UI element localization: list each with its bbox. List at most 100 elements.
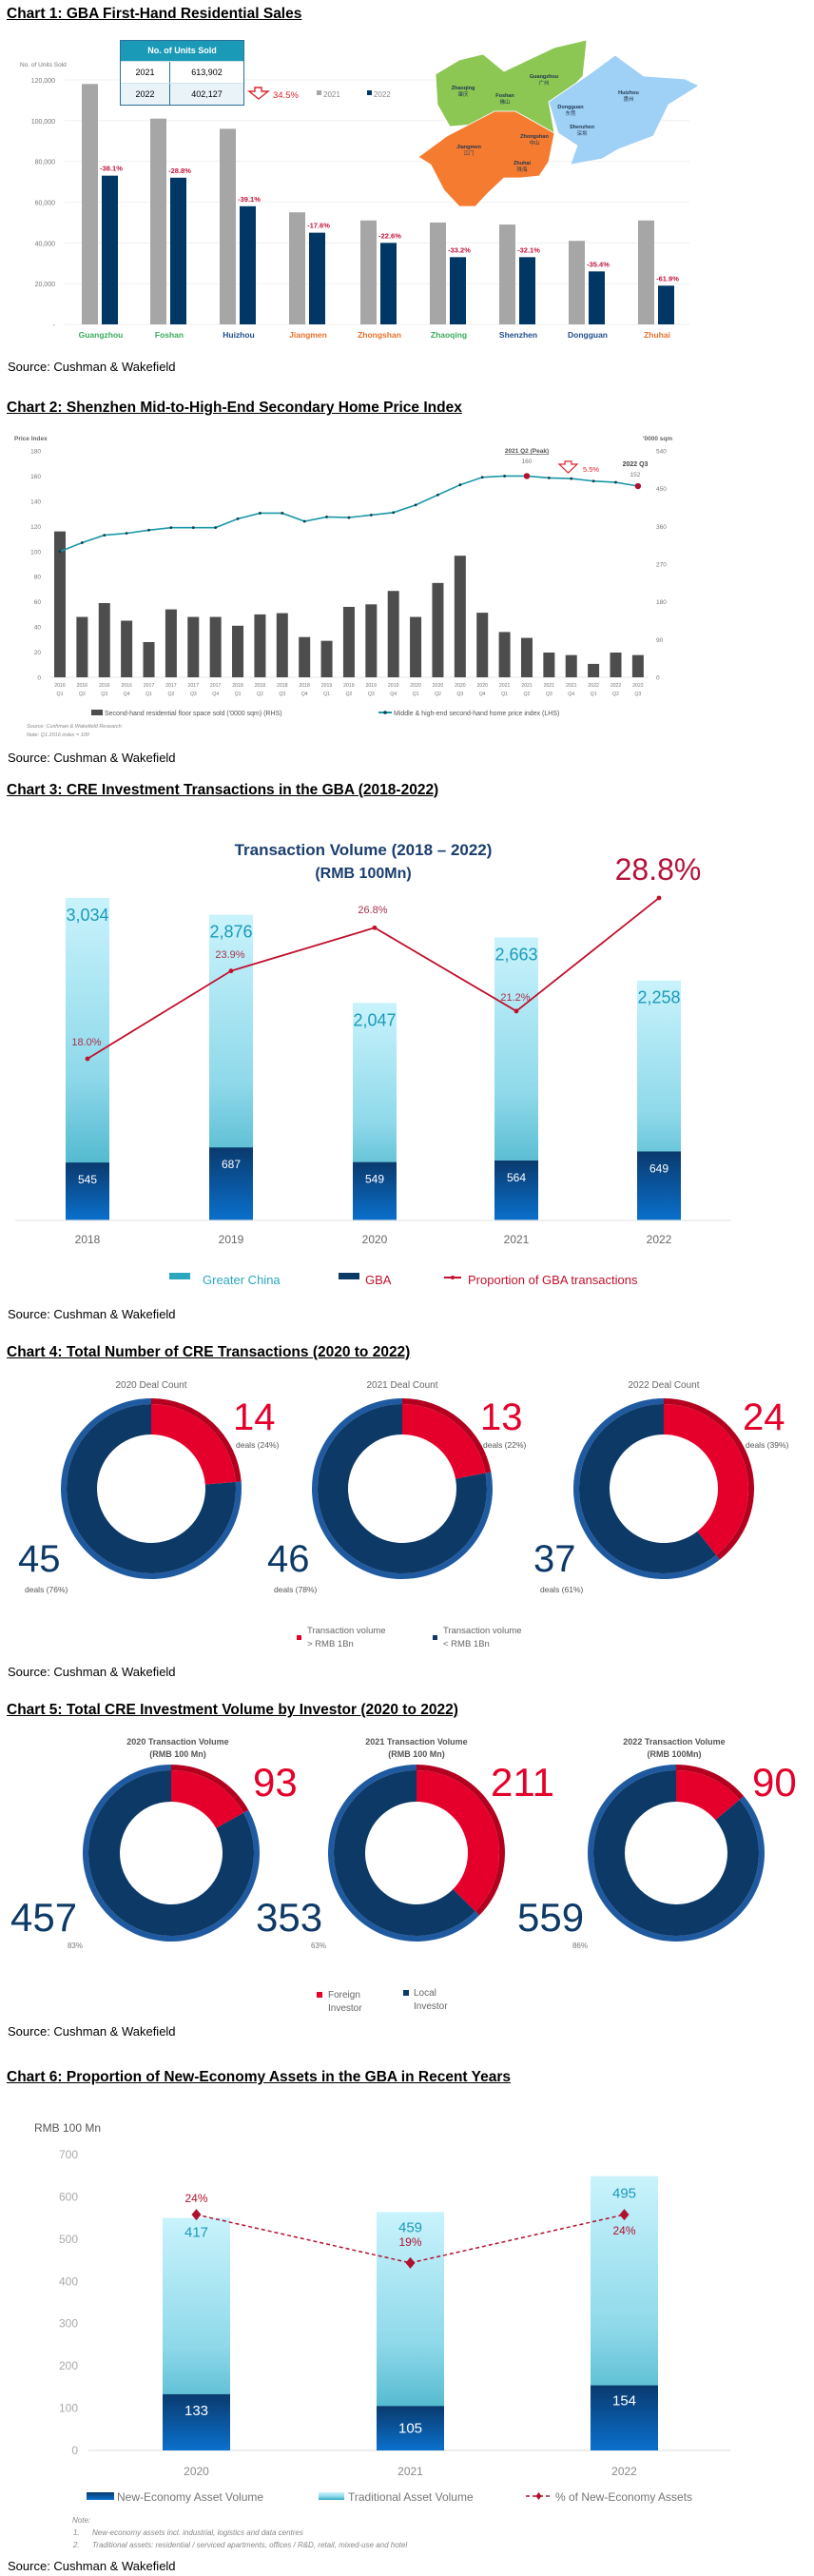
legend-label-gba: GBA xyxy=(365,1273,392,1287)
x-tick-label: 2018 xyxy=(75,1233,101,1246)
map-label: Zhuhai xyxy=(514,161,531,166)
right-axis-title: '0000 sqm xyxy=(643,436,672,442)
chart1-heading: Chart 1: GBA First-Hand Residential Sale… xyxy=(7,6,302,22)
category-label: Jiangmen xyxy=(289,330,327,340)
floor-space-bar xyxy=(543,652,555,677)
chart-subtitle: (RMB 100Mn) xyxy=(315,866,411,882)
change-label: -22.6% xyxy=(378,231,401,240)
chart4-source: Source: Cushman & Wakefield xyxy=(8,1665,176,1679)
x-tick-year: 2017 xyxy=(188,683,200,689)
proportion-point xyxy=(656,895,662,901)
x-tick-quarter: Q3 xyxy=(456,692,463,697)
x-tick-quarter: Q1 xyxy=(57,692,64,697)
line-point xyxy=(281,512,284,515)
line-point xyxy=(125,532,128,536)
note-text: New-economy assets incl. industrial, log… xyxy=(92,2528,303,2537)
x-tick-year: 2021 xyxy=(499,683,511,689)
x-tick-year: 2022 xyxy=(610,683,622,689)
bar-2022 xyxy=(380,243,397,324)
change-label: -28.8% xyxy=(168,166,191,175)
chart1-source: Source: Cushman & Wakefield xyxy=(8,360,176,374)
large-deal-label: deals (39%) xyxy=(746,1440,789,1450)
left-tick-label: 20 xyxy=(34,650,42,656)
floor-space-bar xyxy=(76,616,88,677)
x-tick-quarter: Q4 xyxy=(568,692,574,697)
donut-subtitle: (RMB 100Mn) xyxy=(647,1749,701,1759)
line-point xyxy=(436,493,439,497)
legend-marker xyxy=(535,2492,542,2500)
table-cell-units: 613,902 xyxy=(191,68,223,77)
line-point xyxy=(591,479,595,483)
line-point xyxy=(325,516,328,518)
donut-segment-foreign xyxy=(676,1770,740,1821)
proportion-point xyxy=(514,1008,519,1014)
x-tick-quarter: Q3 xyxy=(190,692,197,697)
x-tick-year: 2019 xyxy=(321,683,333,689)
x-tick-quarter: Q1 xyxy=(235,692,242,697)
bar-2021 xyxy=(289,212,305,324)
local-percentage: 83% xyxy=(68,1942,83,1950)
x-tick-quarter: Q2 xyxy=(257,692,263,697)
x-tick-quarter: Q4 xyxy=(479,692,486,697)
y-tick-label: 120,000 xyxy=(31,78,55,85)
x-tick-label: 2022 xyxy=(647,1233,672,1246)
y-tick-label: 600 xyxy=(59,2190,78,2203)
new-economy-bar xyxy=(591,2385,658,2450)
bar-2022 xyxy=(309,232,325,324)
right-tick-label: 90 xyxy=(656,637,664,644)
small-deal-count: 46 xyxy=(267,1538,310,1580)
latest-value: 152 xyxy=(630,472,641,478)
right-tick-label: 0 xyxy=(656,675,660,682)
donut-title: 2020 Transaction Volume xyxy=(126,1737,228,1747)
chart4-heading: Chart 4: Total Number of CRE Transaction… xyxy=(7,1344,411,1360)
left-tick-label: 140 xyxy=(30,498,41,505)
table-row: 2021 613,902 xyxy=(121,61,243,83)
y-tick-label: 200 xyxy=(59,2359,78,2372)
line-point xyxy=(58,550,62,554)
left-tick-label: 0 xyxy=(37,675,41,682)
donut-segment-small xyxy=(317,1404,487,1574)
y-axis-title: RMB 100 Mn xyxy=(34,2121,101,2135)
gba-value-label: 549 xyxy=(365,1173,384,1186)
proportion-label: 21.2% xyxy=(500,992,530,1004)
bar-2022 xyxy=(102,175,118,324)
legend-label-line1: Foreign xyxy=(328,1990,360,2000)
local-volume: 353 xyxy=(256,1895,322,1940)
y-tick-label: - xyxy=(53,322,56,329)
greater-china-value-label: 2,258 xyxy=(637,988,680,1007)
diamond-marker xyxy=(619,2209,630,2221)
map-label: Shenzhen xyxy=(570,125,595,130)
highlight-point xyxy=(523,473,531,479)
line-point xyxy=(392,511,396,515)
small-deal-count: 37 xyxy=(533,1538,576,1580)
floor-space-bar xyxy=(454,556,466,677)
category-label: Guangzhou xyxy=(79,330,124,340)
table-cell-units: 402,127 xyxy=(191,89,223,99)
donut-title: 2021 Transaction Volume xyxy=(365,1737,467,1747)
x-tick-quarter: Q3 xyxy=(101,692,107,697)
legend-marker xyxy=(383,711,387,714)
donut-segment-local-rim xyxy=(328,1765,480,1942)
line-point xyxy=(236,517,240,520)
floor-space-bar xyxy=(432,582,444,677)
proportion-point xyxy=(372,925,378,930)
legend-label-line1: Transaction volume xyxy=(443,1626,522,1636)
chart6-heading: Chart 6: Proportion of New-Economy Asset… xyxy=(7,2069,511,2085)
proportion-label: 26.8% xyxy=(358,905,387,916)
gba-value-label: 545 xyxy=(78,1173,97,1186)
gba-bar xyxy=(494,1160,538,1220)
share-label: 24% xyxy=(184,2192,207,2205)
floor-space-bar xyxy=(143,641,155,677)
x-tick-year: 2022 xyxy=(632,683,644,689)
left-tick-label: 160 xyxy=(30,474,41,480)
x-tick-year: 2021 xyxy=(521,683,533,689)
line-point xyxy=(369,514,373,517)
legend-label-line2: < RMB 1Bn xyxy=(443,1639,490,1649)
x-tick-quarter: Q4 xyxy=(124,692,130,697)
floor-space-bar xyxy=(610,652,622,677)
line-point xyxy=(169,526,173,530)
price-index-line xyxy=(59,475,639,553)
right-tick-label: 540 xyxy=(656,449,667,456)
y-tick-label: 60,000 xyxy=(35,201,56,207)
